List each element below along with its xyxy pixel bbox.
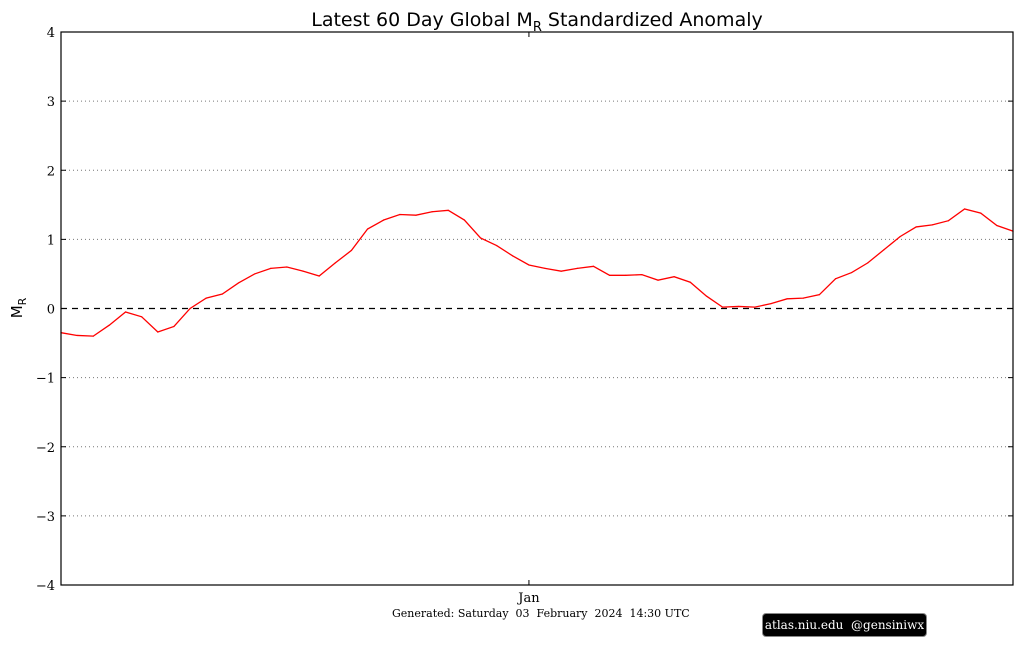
- watermark-credit: atlas.niu.edu @gensiniwx: [762, 613, 927, 637]
- data-point: [560, 270, 562, 272]
- data-point: [851, 271, 853, 274]
- data-point: [302, 270, 304, 272]
- series-line: [60, 208, 1014, 337]
- data-point: [512, 255, 514, 257]
- data-point: [899, 236, 901, 238]
- generated-timestamp: Generated: Saturday 03 February 2024 14:…: [392, 607, 690, 620]
- data-point: [947, 220, 950, 222]
- data-point: [92, 335, 94, 337]
- data-point: [657, 279, 659, 281]
- data-point: [496, 244, 498, 247]
- data-point: [479, 237, 482, 239]
- data-point: [157, 331, 159, 333]
- data-point: [447, 209, 449, 211]
- data-point: [254, 273, 256, 275]
- y-axis-label: MR: [8, 297, 29, 318]
- data-point: [189, 307, 191, 310]
- data-point: [205, 297, 207, 299]
- data-point: [415, 214, 417, 216]
- data-point: [76, 334, 78, 337]
- data-point: [383, 219, 385, 221]
- data-point: [963, 208, 966, 210]
- data-point: [754, 306, 756, 308]
- data-point: [576, 267, 578, 270]
- chart-title: Latest 60 Day Global MR Standardized Ano…: [311, 9, 762, 35]
- y-tick-label: 0: [47, 303, 55, 318]
- y-tick-label: −3: [36, 510, 55, 525]
- data-point: [721, 306, 724, 308]
- data-point: [431, 211, 433, 213]
- y-tick-label: 2: [47, 164, 55, 179]
- data-point: [931, 224, 933, 226]
- data-point: [802, 297, 804, 299]
- data-point: [818, 294, 820, 296]
- x-tick-label: Jan: [516, 591, 540, 606]
- data-point: [980, 212, 982, 214]
- data-point: [705, 295, 708, 297]
- data-point: [915, 226, 917, 228]
- data-point: [786, 298, 788, 300]
- data-point: [641, 274, 643, 276]
- data-point: [350, 249, 353, 252]
- data-point: [738, 305, 740, 308]
- y-tick-label: 4: [47, 26, 55, 41]
- data-point: [463, 219, 465, 221]
- data-point: [237, 282, 240, 284]
- y-tick-label: −4: [36, 579, 55, 594]
- data-point: [996, 224, 998, 227]
- data-point: [334, 262, 336, 264]
- data-point: [867, 262, 869, 264]
- data-point: [221, 293, 223, 295]
- data-point: [592, 265, 595, 267]
- data-point: [366, 228, 369, 230]
- data-point: [528, 264, 530, 266]
- data-point: [689, 281, 691, 283]
- data-point: [141, 316, 143, 318]
- data-point: [270, 267, 272, 270]
- data-point: [673, 276, 675, 278]
- data-point: [286, 266, 288, 268]
- data-point: [173, 325, 175, 328]
- data-point: [883, 249, 885, 251]
- data-point: [399, 213, 401, 216]
- data-point: [108, 324, 111, 326]
- plot-frame: [60, 31, 1014, 586]
- data-point: [544, 267, 546, 270]
- data-point: [124, 311, 127, 313]
- data-point: [770, 303, 772, 305]
- data-point: [609, 274, 611, 276]
- y-tick-label: −2: [36, 441, 55, 456]
- y-tick-label: 1: [47, 233, 55, 248]
- y-tick-label: 3: [47, 95, 55, 110]
- data-point: [834, 278, 837, 280]
- data-point: [625, 274, 627, 276]
- data-point: [318, 275, 320, 277]
- y-tick-label: −1: [36, 372, 55, 387]
